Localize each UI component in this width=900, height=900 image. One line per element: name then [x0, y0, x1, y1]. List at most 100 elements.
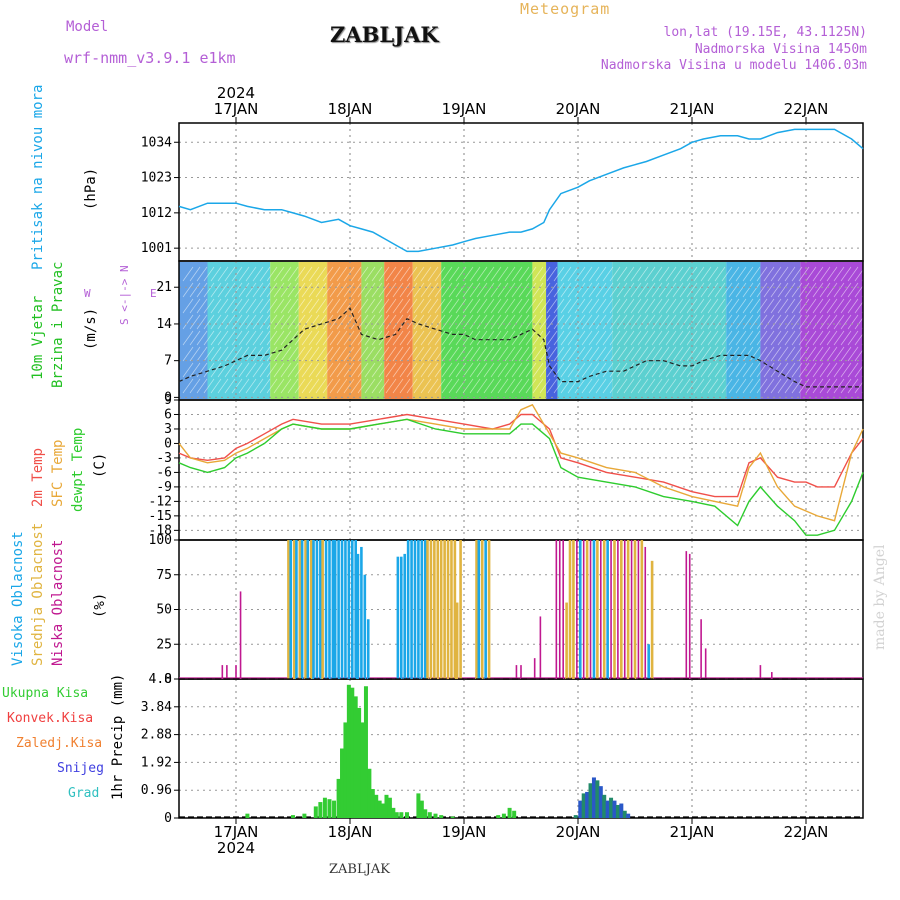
cloud-bar-40 — [426, 540, 429, 679]
cloud-bar-77 — [613, 540, 616, 679]
cloud-bar-45 — [443, 540, 446, 679]
cloud-bar-36 — [413, 540, 417, 679]
top-day-label-0: 17JAN — [214, 100, 259, 118]
cloud-bar-70 — [589, 540, 592, 679]
temp-grid — [235, 400, 807, 540]
precip-rain-bar-7 — [332, 800, 337, 818]
precip-snow-bar-3 — [585, 791, 590, 818]
wind-band-3 — [298, 262, 328, 399]
model-label: Model — [66, 19, 109, 35]
cloud-bar-76 — [610, 540, 612, 679]
precip-rain-bar-29 — [419, 800, 424, 818]
cloud-bar-91 — [700, 619, 702, 679]
bottom-day-label-2: 19JAN — [442, 823, 487, 841]
wind-band-0 — [179, 262, 208, 399]
wind-compass: S <-|-> N — [118, 265, 131, 325]
precip-unit: 1hr Precip (mm) — [110, 673, 126, 800]
precip-rain-bar-30 — [423, 809, 428, 818]
precip-snow-bar-1 — [578, 800, 583, 818]
cloud-bar-28 — [360, 546, 363, 679]
pressure-ytick-label-1: 1012 — [141, 206, 172, 221]
bottom-day-label-4: 21JAN — [670, 823, 715, 841]
cloud-bar-74 — [602, 540, 606, 679]
cloud-bar-4 — [287, 540, 290, 679]
cloud-bar-7 — [295, 540, 298, 679]
altitude-label: Nadmorska Visina 1450m — [694, 42, 867, 57]
precip-legend-frz: Zaledj.Kisa — [16, 736, 103, 751]
lonlat-label: lon,lat (19.15E, 43.1125N) — [663, 25, 868, 40]
precip-ytick-label-4: 3.84 — [141, 700, 172, 715]
cloud-bar-83 — [633, 540, 637, 679]
precip-ytick-label-3: 2.88 — [141, 728, 172, 743]
wind-grid — [235, 261, 807, 400]
precip-rain-bar-27 — [405, 812, 409, 818]
bottom-day-label-5: 22JAN — [784, 823, 829, 841]
cloud-bar-54 — [484, 540, 487, 679]
cloud-bar-34 — [406, 540, 410, 679]
cloud-bar-81 — [626, 540, 630, 679]
cloud-bar-19 — [331, 540, 335, 679]
cloud-bar-8 — [298, 540, 302, 679]
precip-legend-hail: Grad — [68, 786, 100, 801]
cloud-bar-58 — [533, 658, 536, 679]
cloud-bar-47 — [450, 540, 453, 679]
cloud-bar-42 — [433, 540, 436, 679]
precip-snow-bar-0 — [573, 815, 578, 818]
wind-band-13 — [726, 262, 761, 399]
precip-ytick-label-5: 4.8 — [149, 672, 172, 687]
precip-rain-bar-0 — [245, 813, 250, 818]
cloud-bar-39 — [423, 540, 427, 679]
wind-band-4 — [327, 262, 362, 399]
wind-ylabel-1: 10m Vjetar — [30, 295, 46, 380]
temp-sfc-line — [178, 403, 864, 522]
cloud-ytick-label-1: 25 — [156, 637, 172, 652]
cloud-bar-23 — [344, 540, 347, 679]
precip-rain-bar-26 — [399, 812, 404, 818]
cloud-ytick-label-0: 0 — [164, 672, 172, 687]
cloud-bar-29 — [363, 574, 367, 679]
cloud-bar-78 — [617, 540, 619, 679]
pressure-grid — [235, 123, 807, 261]
pressure-line — [178, 128, 864, 253]
precip-rain-bar-13 — [353, 696, 358, 818]
wind-band-11 — [557, 262, 613, 399]
pressure-ylabel: Pritisak na nivou mora — [30, 84, 46, 270]
precip-rain-bar-31 — [427, 812, 432, 818]
precip-rain-bar-14 — [357, 707, 362, 818]
cloud-bar-24 — [347, 540, 351, 679]
wind-band-10 — [546, 262, 558, 399]
cloud-bar-51 — [475, 540, 478, 679]
precip-grid — [235, 679, 807, 818]
wind-speed-line — [178, 307, 863, 388]
precip-rain-bar-1 — [291, 815, 295, 818]
temp-ylabel-1: 2m Temp — [30, 447, 46, 507]
precip-rain-bar-38 — [512, 810, 517, 818]
temp-unit: (C) — [92, 452, 108, 478]
temp-ytick-label-0: -18 — [149, 523, 172, 538]
cloud-bar-82 — [630, 540, 633, 679]
cloud-ylabel-2: Srednja Oblacnost — [30, 522, 46, 666]
wind-ytick-label-3: 21 — [156, 280, 172, 295]
temp-ytick-label-7: 3 — [164, 422, 172, 437]
cloud-bar-75 — [606, 540, 609, 679]
cloud-ytick-label-4: 100 — [149, 533, 172, 548]
top-day-label-4: 21JAN — [670, 100, 715, 118]
cloud-unit: (%) — [92, 592, 108, 618]
precip-rain-bar-11 — [346, 684, 351, 818]
precip-rain-bar-9 — [340, 748, 345, 818]
cloud-bar-22 — [340, 540, 344, 679]
cloud-bar-71 — [592, 540, 596, 679]
cloud-bar-33 — [403, 553, 407, 679]
precip-rain-bar-10 — [343, 722, 348, 818]
cloud-bar-48 — [453, 540, 457, 679]
precip-ytick-label-2: 1.92 — [141, 755, 172, 770]
cloud-bar-66 — [576, 540, 578, 679]
precip-snow-bar-14 — [622, 810, 627, 818]
wind-band-2 — [270, 262, 299, 399]
cloud-bar-44 — [439, 540, 443, 679]
cloud-bar-57 — [520, 665, 522, 679]
cloud-bar-37 — [417, 540, 420, 679]
cloud-bar-85 — [640, 540, 644, 679]
wind-ytick-label-1: 7 — [164, 354, 172, 369]
cloud-bar-90 — [688, 553, 691, 679]
